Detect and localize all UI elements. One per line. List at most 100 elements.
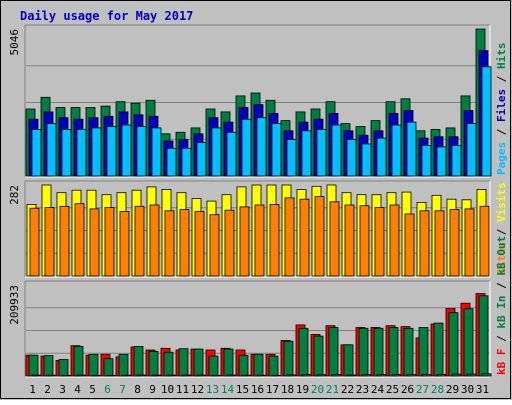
x-tick-label-25: 25	[386, 383, 399, 396]
x-tick-label-24: 24	[371, 383, 385, 396]
bar-pages-23	[361, 143, 372, 177]
bar-kb-in-30	[463, 308, 474, 377]
bar-kb-in-17	[268, 355, 279, 377]
bar-kb-in-1	[28, 354, 39, 377]
panel-hits-files-pages: 5046 Pages / Files / Hits	[8, 24, 508, 178]
bar-pages-27	[421, 144, 432, 177]
legend-entry: /	[495, 69, 508, 89]
bar-kb-out-14	[226, 374, 237, 377]
bar-kb-out-7	[121, 374, 132, 377]
bar-kb-in-27	[418, 327, 429, 377]
bar-kb-in-12	[193, 348, 204, 377]
bar-kb-in-15	[238, 354, 249, 377]
bar-kb-in-9	[148, 350, 159, 377]
chart-title: Daily usage for May 2017	[20, 9, 193, 23]
bar-kb-in-29	[448, 312, 459, 377]
bar-sites-25	[389, 204, 400, 277]
x-tick-label-6: 6	[104, 383, 111, 396]
bar-pages-28	[436, 146, 447, 177]
bar-pages-29	[451, 144, 462, 177]
bar-sites-13	[209, 214, 220, 277]
bar-kb-out-28	[436, 373, 447, 377]
bar-kb-in-13	[208, 355, 219, 377]
x-tick-label-4: 4	[74, 383, 81, 396]
bar-kb-in-2	[43, 355, 54, 377]
legend-entry: /	[495, 276, 508, 296]
x-tick-label-26: 26	[401, 383, 414, 396]
bar-sites-5	[89, 208, 100, 277]
bar-kb-out-8	[136, 374, 147, 377]
panel-legend: Sites / Visits	[495, 182, 508, 275]
x-tick-label-15: 15	[236, 383, 249, 396]
bar-sites-24	[374, 207, 385, 277]
bar-kb-out-24	[376, 374, 387, 377]
bar-sites-26	[404, 213, 415, 277]
bar-kb-out-12	[196, 374, 207, 377]
bar-kb-out-31	[481, 373, 492, 377]
panel-max-label: 5046	[8, 29, 21, 56]
bar-sites-9	[149, 204, 160, 277]
bar-pages-13	[211, 127, 222, 177]
x-tick-label-11: 11	[176, 383, 189, 396]
bar-kb-out-5	[91, 374, 102, 377]
bar-kb-out-2	[46, 374, 57, 377]
bar-kb-out-9	[151, 374, 162, 377]
bar-kb-out-22	[346, 374, 357, 377]
bar-sites-22	[344, 204, 355, 277]
bar-kb-out-13	[211, 374, 222, 377]
panel-kb: 209933 kB F / kB In / kB Out	[8, 236, 508, 378]
bar-pages-6	[106, 126, 117, 177]
x-tick-label-13: 13	[206, 383, 219, 396]
bar-sites-1	[29, 207, 40, 277]
bar-kb-out-29	[451, 373, 462, 377]
bar-kb-in-3	[58, 359, 69, 377]
x-tick-label-12: 12	[191, 383, 204, 396]
bar-kb-in-25	[388, 327, 399, 377]
bar-sites-28	[434, 210, 445, 277]
bar-kb-in-23	[358, 327, 369, 377]
bar-kb-out-18	[286, 374, 297, 377]
bar-kb-out-25	[391, 374, 402, 377]
series-kb-out	[31, 373, 492, 377]
legend-entry: /	[495, 222, 508, 242]
bar-pages-31	[481, 66, 492, 177]
bar-sites-18	[284, 197, 295, 277]
panel-max-label: 282	[8, 185, 21, 205]
bar-pages-25	[391, 124, 402, 177]
x-axis: 1 2 3 4 5 6 7 8 9 10 11 12 13 14 15 16 17 18 19 20 21 22 23 24 2…	[29, 383, 489, 396]
bar-kb-in-22	[343, 344, 354, 377]
x-tick-label-10: 10	[161, 383, 174, 396]
x-tick-label-16: 16	[251, 383, 264, 396]
bar-sites-14	[224, 209, 235, 277]
bar-sites-3	[59, 205, 70, 277]
x-tick-label-19: 19	[296, 383, 309, 396]
x-tick-label-18: 18	[281, 383, 294, 396]
bar-kb-in-21	[328, 327, 339, 377]
bar-sites-23	[359, 205, 370, 277]
bar-pages-12	[196, 142, 207, 177]
bar-sites-11	[179, 209, 190, 277]
x-tick-label-1: 1	[29, 383, 36, 396]
bar-sites-16	[254, 204, 265, 277]
bar-pages-18	[286, 139, 297, 177]
panel-visits-sites: 282 Sites / Visits	[8, 180, 508, 278]
bar-pages-11	[181, 147, 192, 177]
bar-kb-in-5	[88, 353, 99, 377]
x-tick-label-28: 28	[431, 383, 444, 396]
x-tick-label-31: 31	[476, 383, 489, 396]
bar-kb-out-23	[361, 374, 372, 377]
bar-sites-10	[164, 210, 175, 277]
bar-kb-out-1	[31, 374, 42, 377]
x-tick-label-30: 30	[461, 383, 474, 396]
bar-sites-19	[299, 198, 310, 277]
bar-pages-16	[256, 117, 267, 177]
legend-entry: Hits	[495, 43, 508, 70]
bar-sites-31	[479, 205, 490, 277]
bar-kb-in-26	[403, 327, 414, 377]
x-tick-label-17: 17	[266, 383, 279, 396]
bar-kb-out-16	[256, 374, 267, 377]
x-tick-label-20: 20	[311, 383, 324, 396]
bar-pages-2	[46, 123, 57, 177]
bar-sites-17	[269, 203, 280, 277]
